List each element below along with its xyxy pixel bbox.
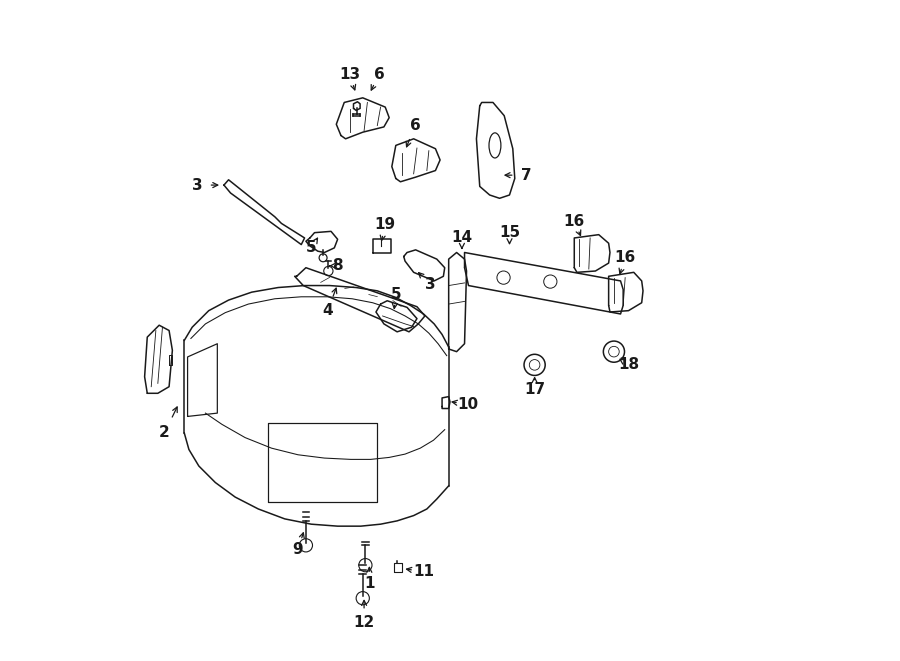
Text: 18: 18: [618, 358, 639, 372]
Text: 5: 5: [306, 241, 317, 255]
Text: 16: 16: [615, 251, 635, 265]
Text: 4: 4: [322, 303, 333, 318]
Text: 6: 6: [410, 118, 420, 133]
Text: 7: 7: [521, 168, 531, 182]
Text: 12: 12: [354, 615, 374, 630]
Text: 3: 3: [193, 178, 202, 192]
Text: 16: 16: [563, 214, 585, 229]
Text: 11: 11: [413, 564, 434, 579]
Text: 14: 14: [451, 231, 472, 245]
Text: 10: 10: [457, 397, 479, 412]
Text: 6: 6: [374, 67, 384, 81]
Text: 3: 3: [425, 277, 436, 292]
Text: 19: 19: [374, 217, 396, 232]
Text: 17: 17: [524, 383, 545, 397]
Text: 13: 13: [339, 67, 360, 81]
Text: 5: 5: [391, 287, 401, 301]
Text: 9: 9: [292, 543, 303, 557]
Text: 8: 8: [332, 258, 343, 273]
Text: 2: 2: [159, 426, 170, 440]
Text: 15: 15: [499, 225, 520, 240]
Text: 1: 1: [364, 576, 374, 590]
